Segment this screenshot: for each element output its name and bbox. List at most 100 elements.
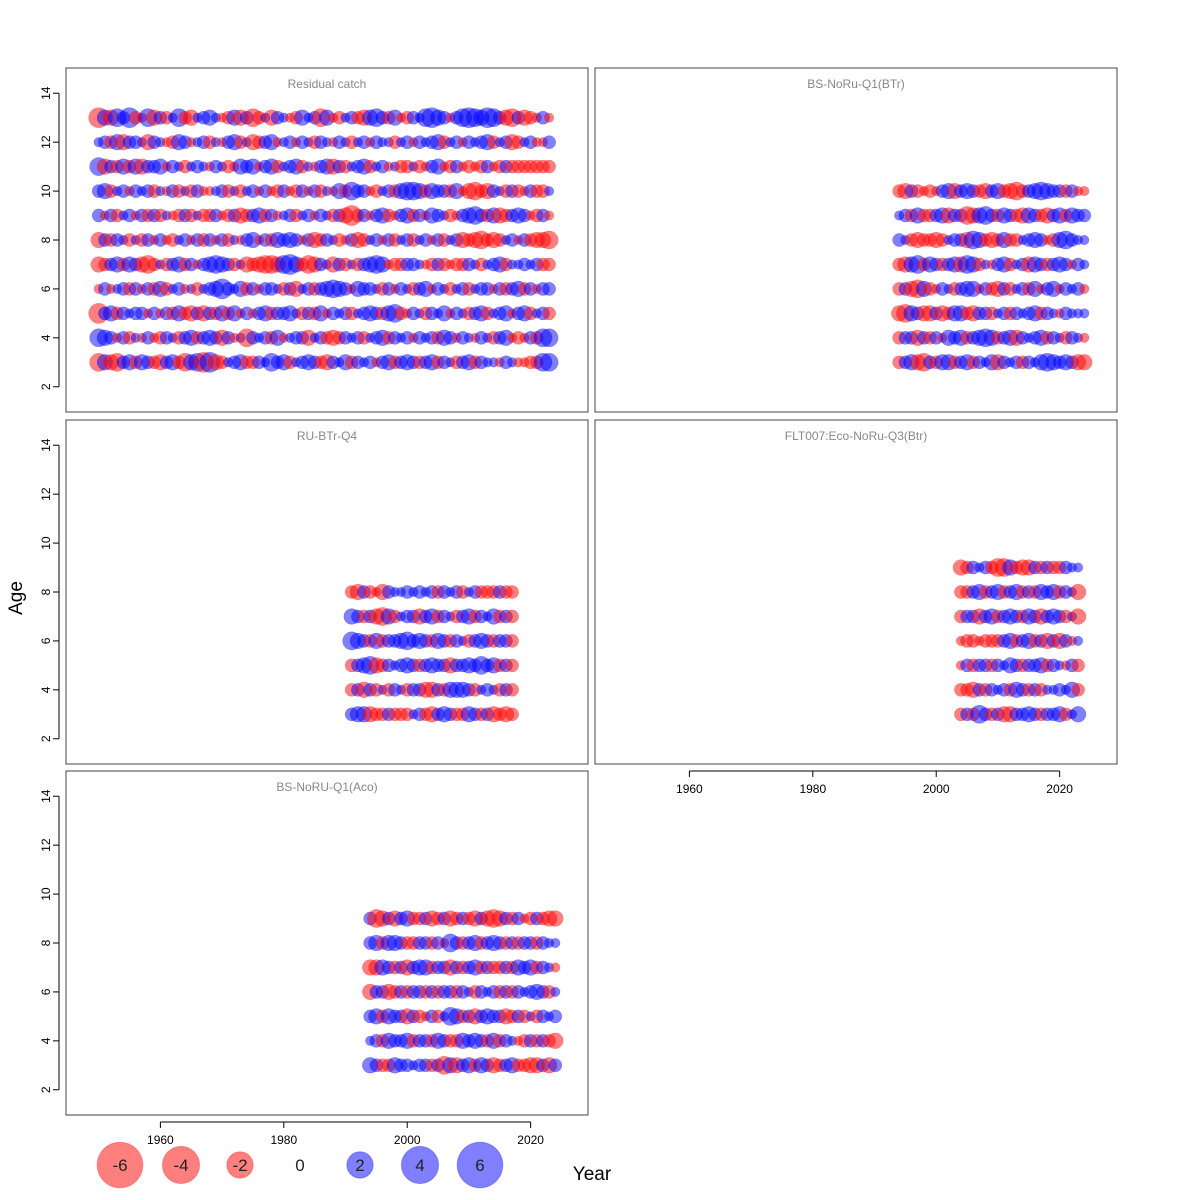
y-tick-label: 2 (39, 383, 53, 390)
bubble-point (1079, 259, 1090, 270)
bubble-point (539, 230, 559, 250)
legend-label: 4 (415, 1156, 424, 1175)
x-tick-label: 2000 (394, 1133, 421, 1147)
panel-title: BS-NoRu-Q1(BTr) (807, 77, 905, 91)
panel-frame (594, 419, 1118, 765)
bubble-point (542, 282, 556, 296)
legend-label: -4 (173, 1156, 188, 1175)
panel-title: Residual catch (288, 77, 367, 91)
legend-layer: -6 -4 -2 0 2 4 6 (96, 1141, 504, 1189)
bubble-point (1071, 658, 1085, 673)
y-tick-label: 14 (39, 789, 53, 803)
panel-bubbles (362, 909, 564, 1075)
legend-item: -4 (161, 1145, 201, 1185)
x-axis-label: Year (573, 1164, 612, 1185)
legend-label: 6 (475, 1156, 484, 1175)
panel-bubbles (342, 583, 519, 723)
bubble-point (1079, 332, 1090, 343)
y-tick-label: 12 (39, 135, 53, 149)
bubble-point (547, 1032, 564, 1049)
panel-bubbles (891, 181, 1093, 372)
legend-label: 0 (295, 1156, 304, 1175)
bubble-point (539, 352, 559, 372)
y-tick-label: 2 (39, 735, 53, 742)
y-tick-label: 4 (39, 334, 53, 341)
panel-title: FLT007:Eco-NoRu-Q3(Btr) (785, 429, 927, 443)
panel-frame (65, 419, 589, 765)
bubble-point (544, 112, 555, 123)
panels-layer: Residual catch BS-NoRu-Q1(BTr) RU-BTr-Q4 FL… (65, 67, 1118, 1116)
legend-label: -6 (112, 1156, 127, 1175)
x-tick-label: 2020 (517, 1133, 544, 1147)
bubble-point (544, 186, 555, 197)
y-tick-label: 10 (39, 536, 53, 550)
legend-item: 2 (346, 1151, 374, 1179)
y-tick-label: 12 (39, 487, 53, 501)
panel-title: BS-NoRU-Q1(Aco) (276, 780, 377, 794)
y-tick-label: 8 (39, 939, 53, 946)
x-tick-label: 2020 (1046, 782, 1073, 796)
bubble-point (1079, 283, 1090, 294)
legend-label: -2 (232, 1156, 247, 1175)
bubble-point (542, 159, 556, 174)
y-tick-label: 4 (39, 1037, 53, 1044)
bubble-point (1079, 234, 1090, 246)
y-tick-label: 12 (39, 838, 53, 852)
x-tick-label: 1980 (270, 1133, 297, 1147)
bubble-point (1073, 635, 1084, 646)
panel-title: RU-BTr-Q4 (297, 429, 358, 443)
bubble-point (539, 328, 559, 348)
bubble-point (1079, 186, 1090, 197)
bubble-point (1071, 682, 1085, 697)
bubble-point (1069, 608, 1087, 625)
panel-5: BS-NoRU-Q1(Aco) (65, 770, 589, 1116)
bubble-point (505, 682, 519, 697)
y-tick-label: 10 (39, 184, 53, 198)
bubble-point (505, 609, 519, 624)
legend-item: 0 (295, 1156, 304, 1175)
legend-item: -2 (226, 1151, 254, 1179)
panel-3: RU-BTr-Q4 (65, 419, 589, 765)
panel-bubbles (88, 107, 559, 373)
y-tick-label: 14 (39, 438, 53, 452)
bubble-point (1076, 354, 1093, 371)
panel-frame (594, 67, 1118, 413)
bubble-point (1069, 706, 1087, 723)
bubble-point (1069, 583, 1087, 601)
bubble-point (505, 658, 519, 673)
y-tick-label: 8 (39, 588, 53, 595)
legend-bubble (400, 1145, 440, 1185)
legend-item: 6 (456, 1141, 504, 1189)
bubble-point (542, 135, 556, 150)
x-tick-label: 1960 (676, 782, 703, 796)
bubble-point (550, 937, 561, 949)
legend-bubble (346, 1151, 374, 1179)
legend-bubble (456, 1141, 504, 1189)
panel-1: Residual catch (65, 67, 589, 413)
bubble-point (550, 986, 561, 997)
y-tick-label: 4 (39, 686, 53, 693)
bubble-point (548, 1009, 563, 1024)
y-tick-label: 6 (39, 285, 53, 292)
legend-bubble (161, 1145, 201, 1185)
legend-bubble (226, 1151, 254, 1179)
x-tick-label: 1960 (147, 1133, 174, 1147)
bubble-point (548, 1058, 563, 1073)
y-tick-label: 10 (39, 887, 53, 901)
bubble-point (505, 707, 519, 722)
x-tick-label: 1980 (799, 782, 826, 796)
legend-item: -6 (96, 1141, 144, 1189)
y-tick-label: 8 (39, 236, 53, 243)
y-axis-label: Age (6, 581, 27, 615)
y-tick-label: 14 (39, 86, 53, 100)
legend-label: 2 (355, 1156, 364, 1175)
y-tick-label: 6 (39, 988, 53, 995)
legend-bubble (96, 1141, 144, 1189)
bubble-point (542, 257, 556, 272)
y-tick-label: 6 (39, 637, 53, 644)
panel-frame (65, 770, 589, 1116)
axes-layer: 2 4 6 8 10 12 14 2 4 6 8 10 12 14 2 4 6 8 10 12 14 1960 1980 20… (39, 86, 1073, 1147)
y-tick-label: 2 (39, 1086, 53, 1093)
bubble-point (542, 306, 556, 321)
